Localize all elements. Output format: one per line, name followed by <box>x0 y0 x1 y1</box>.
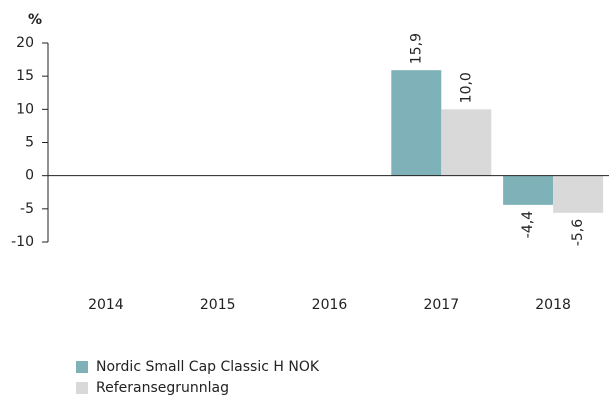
x-tick-label: 2017 <box>423 297 459 313</box>
y-tick-label: 10 <box>16 101 34 117</box>
y-tick-label: 20 <box>16 35 34 51</box>
y-tick-label: -5 <box>20 201 34 217</box>
y-tick-label: 0 <box>25 168 34 184</box>
value-label: 10,0 <box>458 72 474 103</box>
bar <box>553 175 604 213</box>
legend-swatch <box>76 361 88 373</box>
value-label: -4,4 <box>520 211 536 238</box>
y-axis-label: % <box>28 12 42 28</box>
legend-swatch <box>76 382 88 394</box>
value-label: 15,9 <box>408 33 424 64</box>
legend-label: Referansegrunnlag <box>96 380 229 396</box>
x-tick-label: 2016 <box>312 297 348 313</box>
x-tick-label: 2018 <box>535 297 571 313</box>
bar <box>441 109 492 176</box>
value-label: -5,6 <box>570 219 586 246</box>
y-tick-label: 5 <box>25 135 34 151</box>
y-tick-label: -10 <box>11 234 34 250</box>
y-tick-label: 15 <box>16 68 34 84</box>
x-tick-label: 2014 <box>88 297 124 313</box>
legend-label: Nordic Small Cap Classic H NOK <box>96 359 320 375</box>
bar <box>391 70 442 176</box>
bar <box>503 175 554 205</box>
x-tick-label: 2015 <box>200 297 236 313</box>
